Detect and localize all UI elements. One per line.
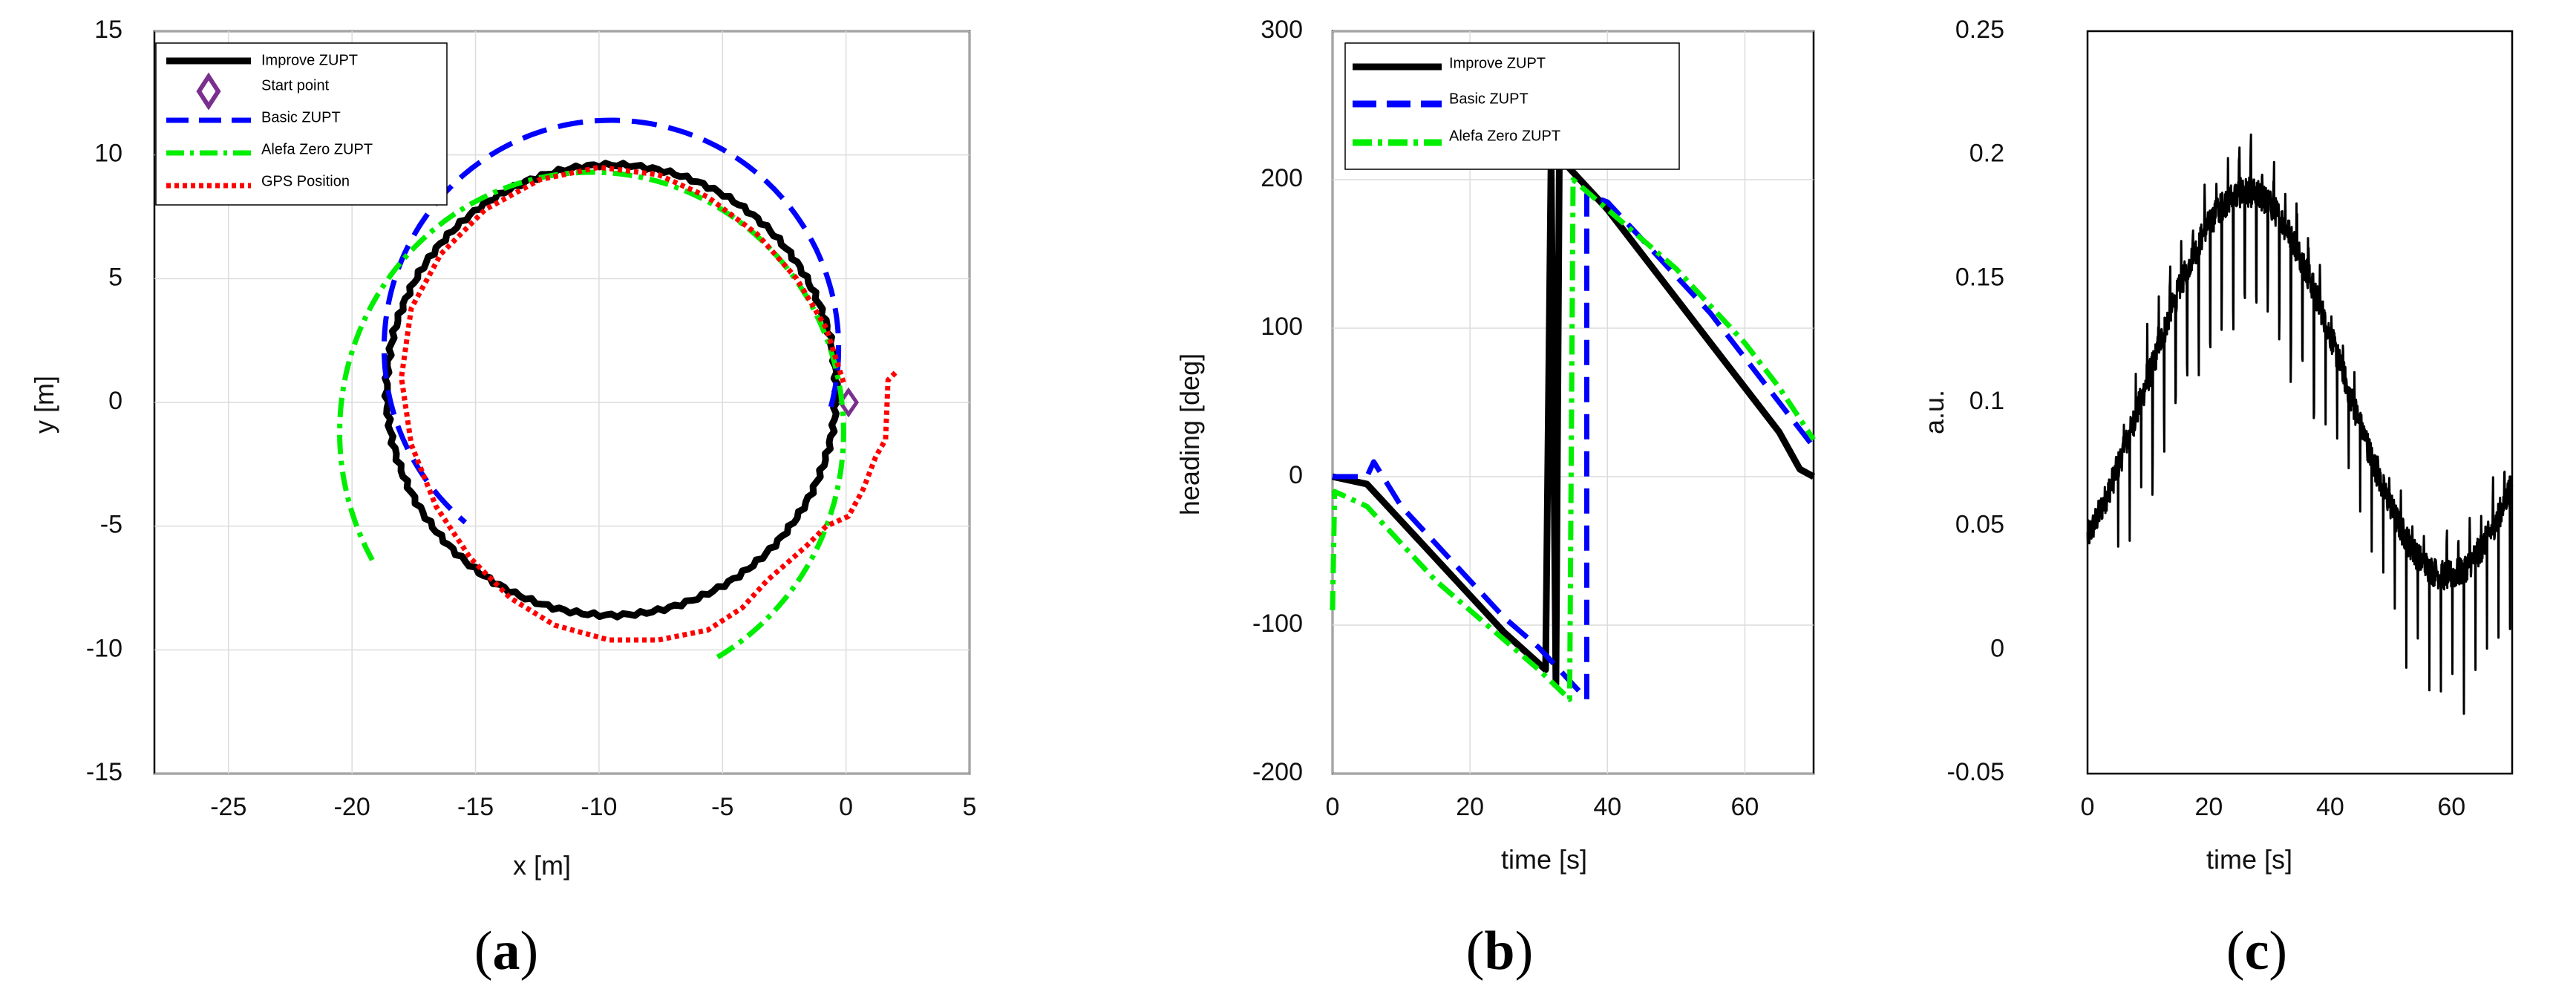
x-tick-label: 40 (2316, 793, 2344, 821)
x-tick-label: -15 (457, 793, 494, 821)
tick-labels: 0 20 40 60 -200 -100 0 100 200 300 (1252, 16, 1759, 821)
legend-label: Alefa Zero ZUPT (1449, 128, 1560, 144)
y-tick-label: -100 (1252, 610, 1303, 638)
series (337, 117, 898, 660)
legend-item-gps-position: GPS Position (166, 173, 350, 189)
series-line-alefa-zero-zupt (1330, 177, 1816, 702)
y-tick-label: 0.15 (1955, 263, 2004, 291)
legend-item-start-point: Start point (196, 72, 330, 111)
legend-label: Improve ZUPT (261, 52, 358, 68)
y-tick-label: -200 (1252, 758, 1303, 786)
legend-item-improve-zupt: Improve ZUPT (1353, 55, 1546, 71)
tick-labels: -25 -20 -15 -10 -5 0 5 -15 -10 -5 0 5 10 15 (86, 16, 977, 821)
x-tick-label: 0 (1326, 793, 1340, 821)
panel-c-signal-plot: 0 20 40 60 -0.05 0 0.05 0.1 0.15 0.2 0.25 time [s]… (1919, 16, 2514, 981)
y-tick-label: 10 (94, 140, 122, 168)
legend: Improve ZUPT Basic ZUPT Alefa Zero ZUPT (1344, 42, 1680, 170)
legend-item-alefa-zero-zupt: Alefa Zero ZUPT (1353, 128, 1560, 146)
series-line-basic-zupt (1333, 192, 1816, 702)
x-tick-label: 20 (2195, 793, 2223, 821)
legend-item-basic-zupt: Basic ZUPT (166, 109, 341, 125)
y-axis-label: y [m] (29, 376, 59, 434)
panel-caption-a: (a) (474, 921, 538, 981)
legend-box (155, 42, 448, 206)
x-axis-label: x [m] (513, 850, 571, 881)
y-tick-label: 0.2 (1969, 140, 2004, 168)
legend-label: GPS Position (261, 173, 350, 189)
series-line-basic-zupt (381, 117, 842, 525)
y-tick-label: 0 (1289, 461, 1303, 489)
diamond-marker-icon (196, 72, 221, 111)
panel-caption-c: (c) (2226, 921, 2287, 981)
panel-a-trajectory-plot: -25 -20 -15 -10 -5 0 5 -15 -10 -5 0 5 10 15 x [m] y [… (29, 16, 976, 981)
y-tick-label: -15 (86, 758, 122, 786)
panel-caption-b: (b) (1466, 921, 1533, 981)
legend-label: Start point (261, 77, 330, 94)
x-axis-label: time [s] (1501, 844, 1587, 875)
y-tick-label: 0.25 (1955, 16, 2004, 44)
legend: Improve ZUPT Start point Basic ZUPT Alef… (155, 42, 448, 206)
x-tick-label: 40 (1593, 793, 1621, 821)
series-line-signal (2086, 133, 2514, 715)
legend-label: Improve ZUPT (1449, 55, 1546, 71)
legend-label: Basic ZUPT (1449, 91, 1529, 107)
y-tick-label: -5 (100, 511, 122, 539)
legend-label: Alefa Zero ZUPT (261, 141, 373, 157)
y-axis-label: heading [deg] (1174, 353, 1205, 515)
x-tick-label: 20 (1456, 793, 1484, 821)
x-tick-label: 0 (839, 793, 853, 821)
y-tick-label: 0.05 (1955, 511, 2004, 539)
y-tick-label: 0 (108, 387, 122, 415)
legend-item-basic-zupt: Basic ZUPT (1353, 91, 1529, 108)
x-tick-label: 60 (2437, 793, 2465, 821)
tick-labels: 0 20 40 60 -0.05 0 0.05 0.1 0.15 0.2 0.25 (1947, 16, 2466, 821)
series-line-improve-zupt (381, 160, 841, 621)
x-tick-label: -25 (210, 793, 246, 821)
y-tick-label: -10 (86, 634, 122, 662)
x-tick-label: 60 (1731, 793, 1759, 821)
y-tick-label: 15 (94, 16, 122, 44)
x-axis-label: time [s] (2206, 844, 2292, 875)
y-tick-label: 100 (1261, 313, 1303, 341)
legend-label: Basic ZUPT (261, 109, 341, 125)
panel-b-heading-plot: 0 20 40 60 -200 -100 0 100 200 300 time [s] headi… (1174, 16, 1816, 981)
y-axis-label: a.u. (1919, 390, 1949, 434)
y-tick-label: 0.1 (1969, 387, 2004, 415)
x-tick-label: -10 (581, 793, 617, 821)
x-tick-label: 0 (2081, 793, 2095, 821)
y-tick-label: 0 (1990, 634, 2004, 662)
y-tick-label: 5 (108, 263, 122, 291)
series-line-alefa-zero-zupt (337, 169, 846, 660)
x-tick-label: -20 (334, 793, 370, 821)
legend-item-alefa-zero-zupt: Alefa Zero ZUPT (166, 141, 373, 157)
x-tick-label: -5 (711, 793, 733, 821)
y-tick-label: 200 (1261, 164, 1303, 192)
series (2086, 133, 2514, 715)
series-line-gps-position (399, 164, 898, 643)
y-tick-label: 300 (1261, 16, 1303, 44)
x-tick-label: 5 (963, 793, 977, 821)
y-tick-label: -0.05 (1947, 758, 2005, 786)
legend-item-improve-zupt: Improve ZUPT (166, 52, 358, 68)
